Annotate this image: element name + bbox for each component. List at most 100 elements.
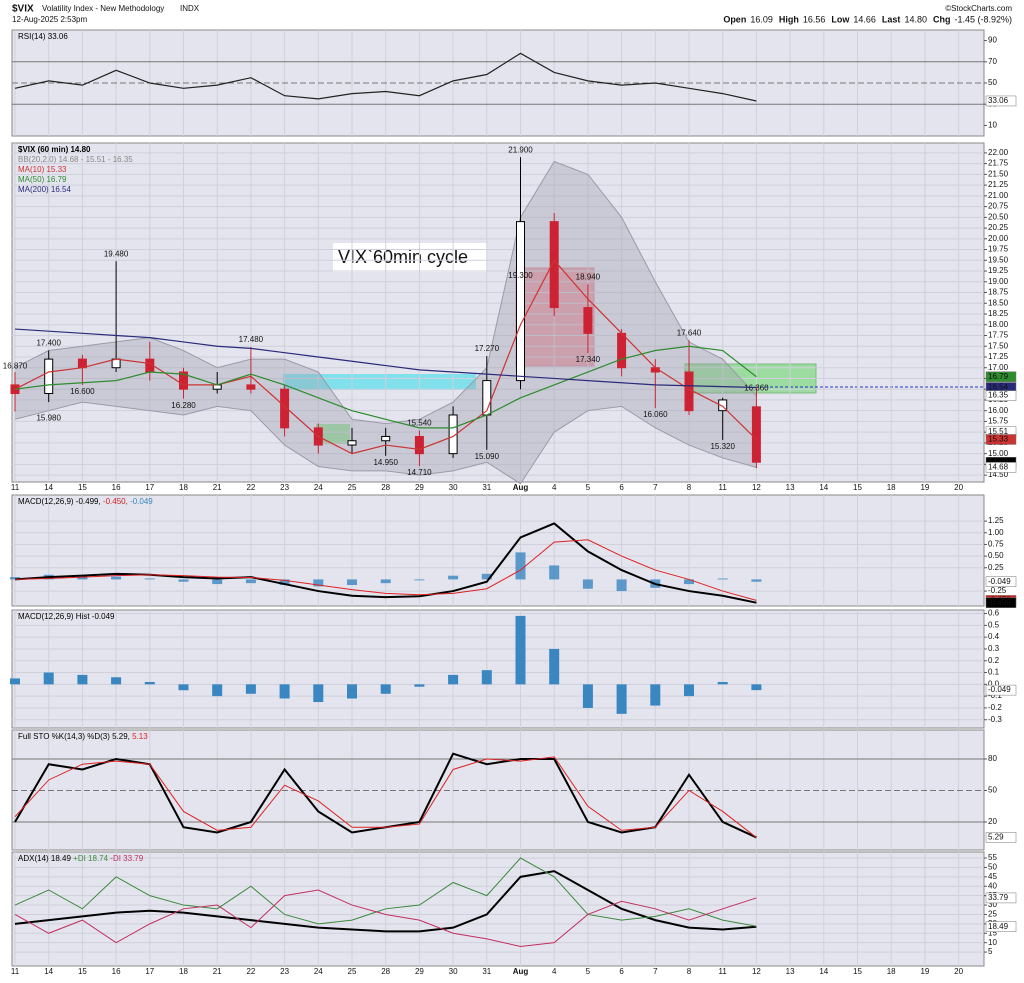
candle-body	[684, 371, 694, 412]
y-tick-label: 25	[988, 910, 997, 919]
x-tick-label: 28	[381, 483, 390, 492]
value-flag-label: -0.049	[988, 685, 1011, 694]
x-tick-label: 11	[719, 483, 728, 492]
y-tick-label: 50	[988, 78, 997, 87]
price-label: 19.480	[104, 249, 129, 258]
index-name: Volatility Index - New Methodology	[42, 4, 164, 13]
x-tick-label: 12	[752, 967, 761, 976]
legend-text: +DI 18.74	[71, 854, 109, 863]
x-tick-label: 5	[586, 483, 591, 492]
series-line	[14, 52, 757, 102]
x-tick-label: 31	[482, 483, 491, 492]
band-line	[14, 160, 757, 425]
price-label: 19.300	[508, 271, 533, 280]
y-tick-label: 0.0	[988, 679, 1000, 688]
y-tick-label: 0.2	[988, 656, 1000, 665]
x-tick-label: 23	[280, 483, 289, 492]
x-tick-label: 11	[719, 967, 728, 976]
series-line	[14, 522, 757, 604]
price-label: 17.640	[677, 328, 702, 337]
hist-bar	[43, 672, 54, 685]
hist-bar	[684, 684, 694, 697]
x-tick-label: 24	[314, 967, 323, 976]
x-tick-label: 25	[348, 967, 357, 976]
candle-body	[381, 435, 391, 442]
value-flag	[985, 390, 1017, 401]
hist-bar	[279, 579, 290, 586]
y-tick-label: 45	[988, 872, 997, 881]
hist-bar	[144, 578, 155, 580]
hist-bar	[380, 684, 391, 694]
x-tick-label: 15	[78, 483, 87, 492]
hist-bar	[77, 674, 88, 685]
x-tick-label: 29	[415, 967, 424, 976]
x-tick-label: 19	[920, 967, 929, 976]
x-tick-label: 22	[246, 967, 255, 976]
x-tick-label: 12	[752, 483, 761, 492]
price-label: 16.600	[70, 387, 95, 396]
hist-bar	[717, 578, 728, 580]
x-tick-label: 14	[819, 967, 828, 976]
candle-body	[347, 440, 357, 446]
y-tick-label: -0.25	[988, 586, 1007, 595]
hist-bar	[313, 579, 324, 587]
hist-bar	[313, 684, 324, 703]
x-tick-label: 4	[552, 483, 557, 492]
price-label: 17.400	[36, 339, 61, 348]
x-tick-label: 15	[853, 967, 862, 976]
candle-body	[44, 358, 54, 394]
y-tick-label: 19.25	[988, 266, 1009, 275]
price-label: 14.950	[373, 458, 398, 467]
value-flag-label: 16.35	[988, 391, 1009, 400]
hist-bar	[347, 684, 357, 699]
series-line	[14, 259, 757, 455]
hist-bar	[650, 684, 661, 706]
hist-bar	[414, 684, 425, 687]
quote-label: Low	[831, 14, 850, 24]
brand: ©StockCharts.com	[945, 4, 1012, 13]
note: VIX`60min cycle	[338, 247, 468, 267]
y-tick-label: 10	[988, 121, 997, 130]
price-label: 16.870	[3, 361, 28, 370]
value-flag-label: 14.80	[988, 457, 1009, 466]
legend-entry: MACD(12,26,9) Hist -0.049	[18, 612, 115, 621]
value-flag-label: 5.29	[988, 833, 1004, 842]
hist-bar	[245, 684, 256, 694]
hist-bar	[10, 577, 20, 580]
y-tick-label: 10	[988, 938, 997, 947]
x-tick-label: 18	[887, 483, 896, 492]
value-flag	[985, 921, 1017, 932]
hist-bar	[448, 674, 459, 685]
candle-body	[212, 384, 222, 390]
quote-value: 14.80	[904, 14, 927, 24]
price-label: 17.340	[576, 355, 601, 364]
x-tick-label: 25	[348, 483, 357, 492]
x-tick-label: 18	[179, 483, 188, 492]
x-tick-label: 14	[819, 483, 828, 492]
x-tick-label: 7	[653, 483, 658, 492]
y-tick-label: 15.75	[988, 417, 1009, 426]
y-tick-label: 50	[988, 786, 997, 795]
x-tick-label: 22	[246, 483, 255, 492]
candle-body	[280, 388, 290, 429]
x-tick-label: Aug	[513, 967, 529, 976]
y-tick-label: 0.3	[988, 644, 1000, 653]
legend-text: $VIX (60 min) 14.80	[18, 145, 91, 154]
price-label: 21.900	[508, 145, 533, 154]
hist-bar	[212, 684, 223, 697]
legend-entry: Full STO %K(14,3) %D(3) 5.29, 5.13	[18, 732, 148, 741]
hist-bar	[178, 579, 189, 582]
x-tick-label: 18	[887, 967, 896, 976]
candle-body	[414, 435, 424, 455]
price-label: 16.060	[643, 410, 668, 419]
hist-bar	[515, 615, 526, 685]
y-tick-label: 90	[988, 36, 997, 45]
hist-bar	[616, 684, 627, 714]
x-tick-label: 30	[449, 967, 458, 976]
value-flag-label: 15.33	[988, 435, 1009, 444]
y-tick-label: 20.00	[988, 234, 1009, 243]
x-tick-label: 20	[954, 483, 963, 492]
series-line	[14, 539, 757, 601]
value-flag-label: -0.049	[988, 577, 1011, 586]
legend-text: MA(10) 15.33	[18, 165, 67, 174]
